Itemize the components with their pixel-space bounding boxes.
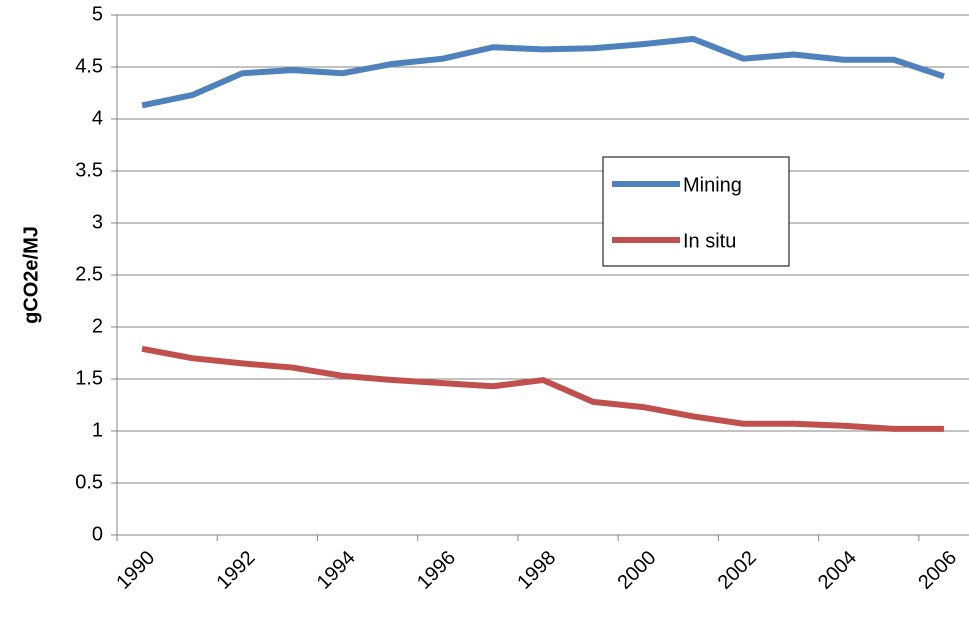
- x-tick-label: 1998: [513, 547, 560, 594]
- x-tick-label: 2002: [714, 547, 761, 594]
- line-series: [141, 345, 944, 432]
- y-tick-label: 5: [92, 3, 103, 25]
- legend-box: [602, 156, 790, 267]
- x-tick-label: 2004: [814, 547, 861, 594]
- x-tick-label: 2000: [613, 547, 660, 594]
- legend-label: Mining: [683, 174, 742, 196]
- y-tick-label: 2: [92, 315, 103, 337]
- line-series: [141, 35, 945, 109]
- y-tick-label: 4.5: [75, 55, 103, 77]
- y-tick-label: 0.5: [75, 471, 103, 493]
- x-tick-label: 1994: [313, 547, 360, 594]
- y-axis-label: gCO2e/MJ: [20, 226, 42, 324]
- y-tick-label: 3: [92, 211, 103, 233]
- x-tick-label: 2006: [914, 547, 961, 594]
- y-tick-label: 4: [92, 107, 103, 129]
- y-tick-label: 3.5: [75, 159, 103, 181]
- y-tick-label: 1: [92, 419, 103, 441]
- legend-label: In situ: [683, 230, 736, 252]
- y-tick-label: 2.5: [75, 263, 103, 285]
- y-tick-label: 0: [92, 523, 103, 545]
- x-tick-label: 1990: [112, 547, 159, 594]
- x-tick-label: 1996: [413, 547, 460, 594]
- y-tick-label: 1.5: [75, 367, 103, 389]
- x-tick-label: 1992: [213, 547, 260, 594]
